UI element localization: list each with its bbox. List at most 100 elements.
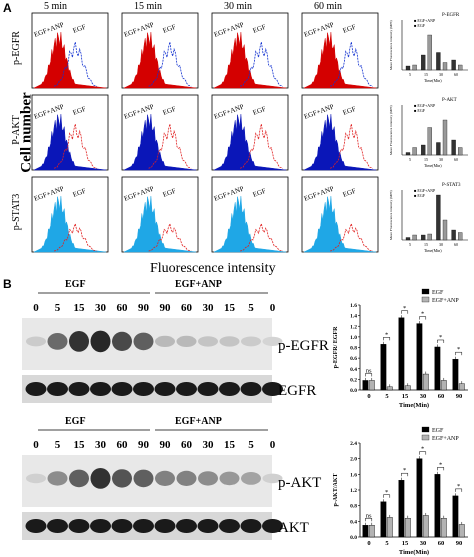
blot-band [198, 336, 218, 347]
blot-band [262, 519, 283, 533]
bar-egf [362, 380, 369, 391]
blot-top-label: p-EGFR [278, 338, 329, 354]
significance-mark: * [457, 483, 460, 490]
mini-tick-label: 15 [424, 157, 428, 162]
blot-band [112, 331, 132, 351]
significance-bracket [419, 451, 427, 455]
mini-tick-label: 30 [439, 72, 443, 77]
lane-label: 90 [138, 439, 150, 451]
blot-band [111, 519, 133, 533]
group-label-egf-anp: EGF+ANP [175, 279, 222, 290]
legend-swatch [421, 426, 430, 433]
y-tick-label: 2.0 [350, 457, 357, 463]
x-tick-label: 90 [456, 393, 463, 400]
blot-band [197, 382, 219, 396]
y-tick-label: 0.8 [350, 504, 357, 510]
mini-ylabel: Mean Fluorescence intensity (MFI) [389, 104, 393, 155]
legend-swatch [421, 288, 430, 295]
x-tick-label: 5 [385, 540, 389, 547]
mini-bar [412, 234, 417, 241]
egf-histogram-curve [53, 41, 97, 87]
group-label-egf: EGF [65, 416, 86, 427]
blot-band [90, 382, 111, 396]
significance-mark: ns [366, 367, 372, 374]
fluorescence-axis-title: Fluorescence intensity [150, 261, 276, 276]
mini-bar [458, 147, 463, 156]
blot-band [262, 473, 283, 484]
mini-legend-egf: ■ EGF [414, 23, 426, 28]
mini-bar [442, 219, 448, 241]
egf-histogram-curve [329, 123, 373, 169]
combo-histogram [213, 32, 287, 89]
significance-mark: * [457, 346, 460, 353]
significance-mark: * [421, 311, 424, 318]
blot-band [154, 382, 176, 396]
mini-bar [436, 52, 441, 71]
blot-band [155, 335, 175, 347]
p-akt-bar-chart: 0.0 0.4 0.8 1.2 1.6 2.0 2.4 p-AKT/AKT 0 ns 5 * 15 * 30… [333, 426, 468, 556]
lane-label: 5 [248, 439, 254, 451]
panel-a-label: A [3, 1, 12, 15]
blot-band [154, 519, 176, 533]
mini-tick-label: 30 [439, 157, 443, 162]
y-tick-label: 0.0 [350, 535, 357, 541]
significance-mark: * [403, 305, 406, 312]
blot-band [90, 330, 111, 353]
bar-egf-anp [440, 380, 447, 391]
combo-histogram [123, 32, 197, 89]
mini-tick-label: 60 [454, 157, 458, 162]
y-tick-label: 0.4 [350, 367, 357, 373]
blot-band [47, 519, 68, 533]
significance-mark: * [385, 331, 388, 338]
lane-label: 15 [74, 439, 86, 451]
time-label: 5 min [44, 1, 68, 12]
lane-label: 15 [74, 302, 86, 314]
y-tick-label: 0.8 [350, 346, 357, 352]
bar-egf [416, 458, 423, 538]
legend-label: EGF+ANP [432, 436, 459, 442]
y-tick-label: 0.6 [350, 356, 357, 362]
legend-label: EGF [432, 290, 444, 296]
mini-legend-combo: ■ EGF+ANP [414, 188, 436, 193]
lane-label: 5 [248, 302, 254, 314]
mini-bar [405, 152, 411, 156]
blot-band [155, 470, 175, 486]
legend-label: EGF [432, 428, 444, 434]
blot-bottom-label: AKT [278, 520, 309, 536]
significance-bracket [365, 518, 373, 522]
significance-bracket [455, 351, 463, 356]
blot-band [26, 336, 46, 347]
blot-band [47, 471, 68, 486]
lane-label: 90 [160, 439, 172, 451]
blot-band [176, 335, 197, 347]
significance-bracket [437, 467, 445, 471]
mini-bar [421, 54, 426, 71]
bar-egf [452, 495, 459, 538]
bar-egf-anp [386, 517, 393, 538]
mini-bar [451, 59, 456, 71]
mini-bar [427, 34, 432, 71]
blot-band [219, 471, 240, 486]
blot-band [68, 519, 90, 533]
mini-legend-combo: ■ EGF+ANP [414, 18, 436, 23]
blot-band [198, 471, 218, 486]
y-axis-label: p-EGFR/ EGFR [333, 326, 339, 369]
bar-egf-anp [404, 517, 411, 538]
blot-band [219, 336, 240, 347]
bar-egf [398, 317, 405, 391]
y-tick-label: 1.6 [350, 303, 357, 309]
bar-egf [362, 525, 369, 538]
significance-bracket [383, 494, 391, 498]
legend-swatch [421, 434, 430, 441]
mini-bar [458, 64, 463, 71]
blot-band [69, 331, 89, 352]
time-label: 60 min [314, 1, 343, 12]
mini-bar [421, 234, 426, 241]
significance-mark: * [385, 489, 388, 496]
blot-band [241, 472, 261, 485]
significance-bracket [419, 316, 427, 320]
lane-label: 90 [160, 302, 172, 314]
bar-egf [452, 358, 459, 391]
mini-bar [451, 229, 456, 241]
egf-histogram-curve [148, 41, 192, 87]
